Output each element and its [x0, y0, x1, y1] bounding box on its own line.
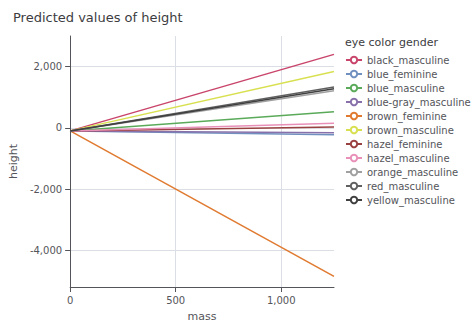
svg-text:0: 0: [56, 122, 62, 133]
svg-text:mass: mass: [188, 310, 217, 323]
svg-text:1,000: 1,000: [267, 295, 296, 306]
svg-text:brown_masculine: brown_masculine: [367, 125, 454, 137]
svg-text:blue_feminine: blue_feminine: [367, 69, 437, 81]
svg-text:red_masculine: red_masculine: [367, 181, 439, 193]
svg-text:-2,000: -2,000: [30, 184, 62, 195]
svg-text:hazel_feminine: hazel_feminine: [367, 139, 442, 151]
svg-text:Predicted values of height: Predicted values of height: [13, 10, 183, 25]
svg-text:hazel_masculine: hazel_masculine: [367, 153, 450, 165]
svg-text:0: 0: [67, 295, 73, 306]
svg-text:2,000: 2,000: [33, 61, 62, 72]
svg-text:height: height: [7, 143, 20, 179]
svg-text:blue-gray_masculine: blue-gray_masculine: [367, 97, 471, 109]
svg-text:500: 500: [166, 295, 185, 306]
svg-text:orange_masculine: orange_masculine: [367, 167, 458, 179]
svg-text:brown_feminine: brown_feminine: [367, 111, 447, 123]
svg-text:blue_masculine: blue_masculine: [367, 83, 445, 95]
svg-text:black_masculine: black_masculine: [367, 55, 450, 67]
svg-text:eye color gender: eye color gender: [345, 36, 439, 49]
svg-text:yellow_masculine: yellow_masculine: [367, 195, 455, 207]
svg-text:-4,000: -4,000: [30, 245, 62, 256]
